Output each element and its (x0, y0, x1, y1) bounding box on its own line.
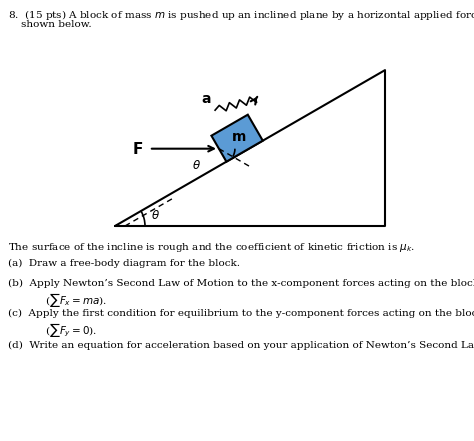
Text: $\theta$: $\theta$ (192, 159, 201, 172)
Text: (d)  Write an equation for acceleration based on your application of Newton’s Se: (d) Write an equation for acceleration b… (8, 341, 474, 350)
Text: 8.  (15 pts) A block of mass $m$ is pushed up an inclined plane by a horizontal : 8. (15 pts) A block of mass $m$ is pushe… (8, 8, 474, 22)
Text: (c)  Apply the first condition for equilibrium to the y-component forces acting : (c) Apply the first condition for equili… (8, 309, 474, 318)
Text: $\mathbf{F}$: $\mathbf{F}$ (132, 141, 143, 157)
Text: $\theta$: $\theta$ (151, 209, 160, 222)
Text: The surface of the incline is rough and the coefficient of kinetic friction is $: The surface of the incline is rough and … (8, 241, 415, 254)
Text: (b)  Apply Newton’s Second Law of Motion to the x-component forces acting on the: (b) Apply Newton’s Second Law of Motion … (8, 279, 474, 288)
Polygon shape (211, 115, 263, 162)
Text: $\mathbf{a}$: $\mathbf{a}$ (201, 92, 211, 106)
Text: (a)  Draw a free-body diagram for the block.: (a) Draw a free-body diagram for the blo… (8, 259, 240, 268)
Text: ($\sum F_y = 0$).: ($\sum F_y = 0$). (22, 321, 97, 339)
Text: $\mathbf{m}$: $\mathbf{m}$ (231, 130, 247, 144)
Text: ($\sum F_x = ma$).: ($\sum F_x = ma$). (22, 291, 107, 309)
Text: shown below.: shown below. (8, 20, 91, 29)
